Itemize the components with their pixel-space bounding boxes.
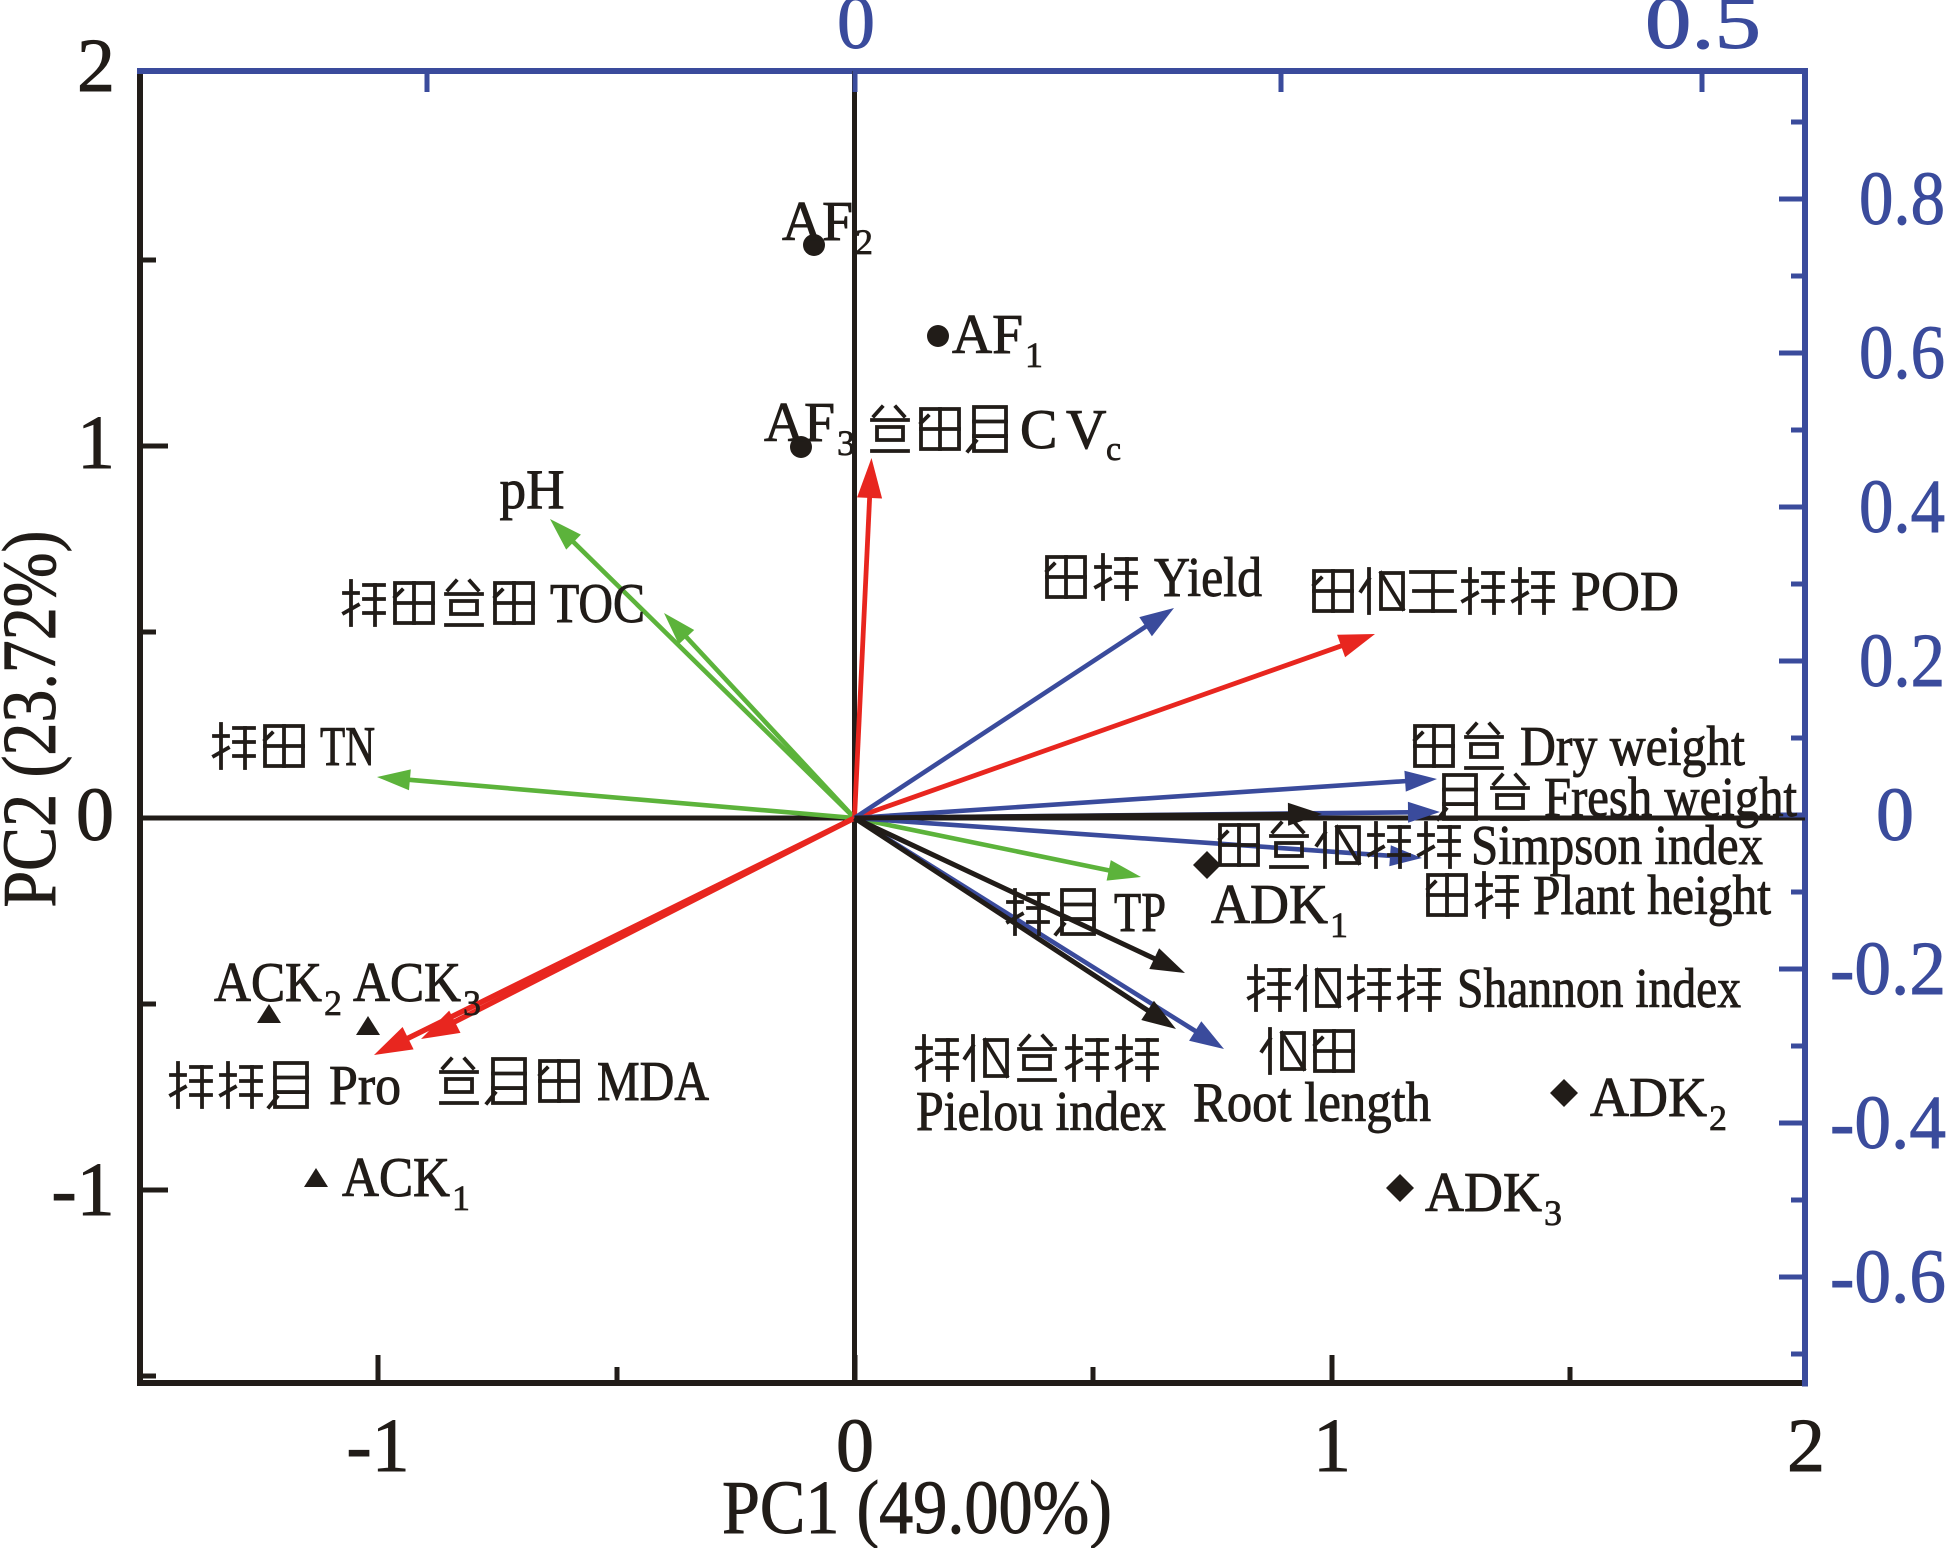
svg-text:2: 2 (855, 222, 873, 262)
svg-text:2: 2 (77, 24, 115, 108)
svg-text:2: 2 (324, 983, 342, 1023)
svg-text:c: c (1106, 431, 1121, 468)
svg-text:C: C (1020, 399, 1057, 461)
svg-text:2: 2 (1709, 1098, 1727, 1138)
svg-text:ADK: ADK (1211, 874, 1328, 936)
svg-text:0.4: 0.4 (1859, 465, 1945, 549)
svg-text:0.5: 0.5 (1645, 0, 1761, 65)
svg-text:0: 0 (1876, 773, 1914, 857)
svg-text:1: 1 (1313, 1404, 1351, 1488)
svg-text:Yield: Yield (1154, 547, 1262, 609)
svg-text:TOC: TOC (550, 573, 645, 635)
svg-text:POD: POD (1571, 561, 1679, 623)
svg-text:Plant height: Plant height (1533, 865, 1771, 927)
svg-text:-0.4: -0.4 (1830, 1081, 1946, 1165)
svg-text:0: 0 (837, 0, 875, 65)
svg-text:1: 1 (1025, 335, 1043, 375)
svg-text:ADK: ADK (1425, 1162, 1542, 1224)
svg-text:PC2 (23.72%): PC2 (23.72%) (0, 531, 72, 908)
svg-text:0: 0 (76, 773, 114, 857)
svg-text:PC1 (49.00%): PC1 (49.00%) (722, 1466, 1112, 1548)
svg-text:Pielou index: Pielou index (916, 1081, 1166, 1143)
svg-text:-0.6: -0.6 (1830, 1235, 1946, 1319)
svg-text:Shannon index: Shannon index (1457, 958, 1741, 1020)
svg-text:ADK: ADK (1590, 1067, 1707, 1129)
svg-text:0.6: 0.6 (1859, 311, 1945, 395)
svg-text:V: V (1066, 399, 1106, 461)
svg-text:TP: TP (1114, 882, 1166, 944)
svg-text:1: 1 (77, 401, 115, 485)
svg-text:AF: AF (952, 304, 1023, 366)
svg-text:2: 2 (1787, 1404, 1825, 1488)
svg-text:3: 3 (1544, 1193, 1562, 1233)
svg-text:AF: AF (764, 392, 835, 454)
svg-text:Simpson index: Simpson index (1471, 815, 1763, 877)
svg-text:Dry weight: Dry weight (1520, 716, 1745, 778)
svg-text:-1: -1 (51, 1148, 114, 1232)
svg-text:MDA: MDA (597, 1051, 709, 1113)
svg-text:ACK: ACK (214, 952, 322, 1014)
svg-text:0.2: 0.2 (1859, 619, 1945, 703)
svg-text:ACK: ACK (342, 1147, 450, 1209)
svg-text:3: 3 (837, 423, 855, 463)
svg-text:-0.2: -0.2 (1830, 927, 1946, 1011)
svg-text:0: 0 (836, 1404, 874, 1488)
svg-text:0.8: 0.8 (1859, 157, 1945, 241)
svg-text:1: 1 (452, 1178, 470, 1218)
svg-text:pH: pH (500, 459, 565, 521)
svg-text:-1: -1 (346, 1404, 409, 1488)
svg-text:AF: AF (782, 191, 853, 253)
svg-text:1: 1 (1330, 905, 1348, 945)
svg-text:TN: TN (320, 716, 375, 778)
svg-text:Fresh weight: Fresh weight (1544, 767, 1797, 829)
svg-text:3: 3 (463, 983, 481, 1023)
svg-text:Root length: Root length (1193, 1072, 1431, 1134)
svg-text:Pro: Pro (329, 1055, 401, 1117)
svg-text:ACK: ACK (353, 952, 461, 1014)
